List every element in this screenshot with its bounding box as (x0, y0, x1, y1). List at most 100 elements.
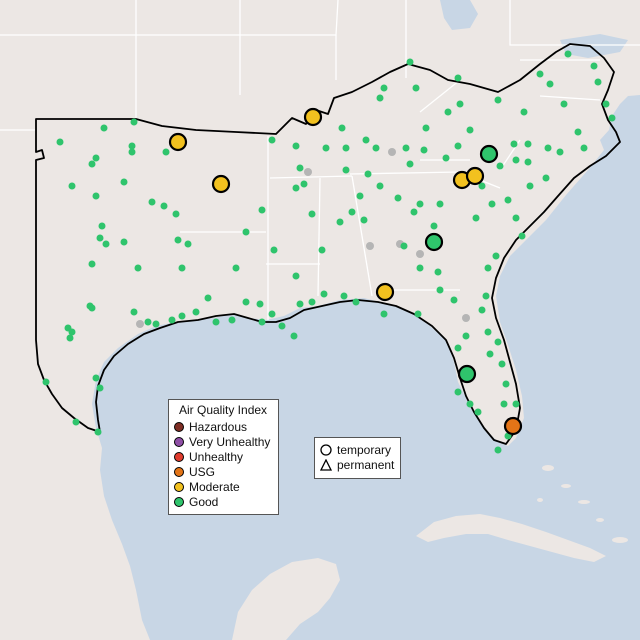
monitor-good (402, 144, 410, 152)
monitor-good (96, 384, 104, 392)
monitor-good (362, 136, 370, 144)
aqi-legend-label: Unhealthy (189, 450, 244, 464)
aqi-legend-label: Very Unhealthy (189, 435, 271, 449)
monitor-good (454, 388, 462, 396)
monitor-good (102, 240, 110, 248)
monitor-good (162, 148, 170, 156)
monitor-good (590, 62, 598, 70)
monitor-good (296, 300, 304, 308)
monitor-good (352, 298, 360, 306)
monitor-good (544, 144, 552, 152)
good-swatch (174, 497, 184, 507)
monitor-good (212, 318, 220, 326)
monitor-good (292, 184, 300, 192)
monitor-good (68, 182, 76, 190)
monitor-type-legend: temporary permanent (314, 437, 401, 479)
land-islands (537, 465, 628, 543)
monitor-good (410, 208, 418, 216)
monitor-good (512, 400, 520, 408)
monitor-good (494, 446, 502, 454)
monitor-good-temporary (479, 144, 499, 164)
monitor-good (270, 246, 278, 254)
monitor-good (92, 192, 100, 200)
monitor-good (454, 142, 462, 150)
aqi-legend-label: Hazardous (189, 420, 248, 434)
good-monitors (42, 50, 616, 454)
monitor-good (412, 84, 420, 92)
monitor-good (242, 298, 250, 306)
monitor-good (520, 108, 528, 116)
monitor-inactive (366, 242, 374, 250)
monitor-good (268, 310, 276, 318)
legend-item-permanent: permanent (320, 458, 394, 472)
aqi-legend: Air Quality Index Hazardous Very Unhealt… (168, 399, 279, 515)
monitor-good (484, 328, 492, 336)
monitor-moderate-temporary (375, 282, 395, 302)
monitor-good (454, 344, 462, 352)
aqi-legend-label: USG (189, 465, 216, 479)
monitor-good (364, 170, 372, 178)
monitor-good (72, 418, 80, 426)
monitor-good (88, 260, 96, 268)
monitor-good-temporary (457, 364, 477, 384)
monitor-good (462, 332, 470, 340)
usg-swatch (174, 467, 184, 477)
aqi-legend-item-very-unhealthy: Very Unhealthy (174, 435, 270, 449)
monitor-good (320, 290, 328, 298)
monitor-good (556, 148, 564, 156)
monitor-good (160, 202, 168, 210)
monitor-good (340, 292, 348, 300)
temporary-monitors (168, 107, 523, 436)
monitor-good (510, 140, 518, 148)
monitor-good (92, 374, 100, 382)
monitor-good (444, 108, 452, 116)
aqi-legend-item-usg: USG (174, 465, 215, 479)
monitor-moderate-temporary (303, 107, 323, 127)
monitor-good (68, 328, 76, 336)
monitor-good (92, 154, 100, 162)
monitor-good (56, 138, 64, 146)
monitor-good (574, 128, 582, 136)
monitor-good (602, 100, 610, 108)
monitor-good (436, 286, 444, 294)
monitor-good (338, 124, 346, 132)
monitor-good (406, 58, 414, 66)
monitor-good (308, 298, 316, 306)
monitor-good (518, 232, 526, 240)
monitor-good (478, 306, 486, 314)
monitor-good (342, 144, 350, 152)
monitor-good (318, 246, 326, 254)
monitor-good (474, 408, 482, 416)
monitor-good (120, 238, 128, 246)
monitor-good (580, 144, 588, 152)
monitor-moderate-temporary (211, 174, 231, 194)
monitor-good (66, 334, 74, 342)
monitor-good (232, 264, 240, 272)
monitor-good (120, 178, 128, 186)
monitor-good (536, 70, 544, 78)
monitor-good (456, 100, 464, 108)
great-lakes (440, 0, 628, 58)
triangle-icon (320, 459, 332, 471)
monitor-good (400, 242, 408, 250)
monitor-good (96, 234, 104, 242)
monitor-good (496, 162, 504, 170)
monitor-good (322, 144, 330, 152)
monitor-good (472, 214, 480, 222)
monitor-good (88, 160, 96, 168)
very-unhealthy-swatch (174, 437, 184, 447)
monitor-good (608, 114, 616, 122)
hazardous-swatch (174, 422, 184, 432)
monitor-good (494, 96, 502, 104)
aqi-legend-item-hazardous: Hazardous (174, 420, 247, 434)
monitor-good (486, 350, 494, 358)
aqi-legend-item-unhealthy: Unhealthy (174, 450, 243, 464)
monitor-good (478, 182, 486, 190)
monitor-good (168, 316, 176, 324)
land-yucatan (232, 558, 340, 640)
monitor-good (454, 74, 462, 82)
monitor-good (420, 146, 428, 154)
monitor-good (560, 100, 568, 108)
aqi-legend-label: Good (189, 495, 219, 509)
monitor-good (498, 360, 506, 368)
